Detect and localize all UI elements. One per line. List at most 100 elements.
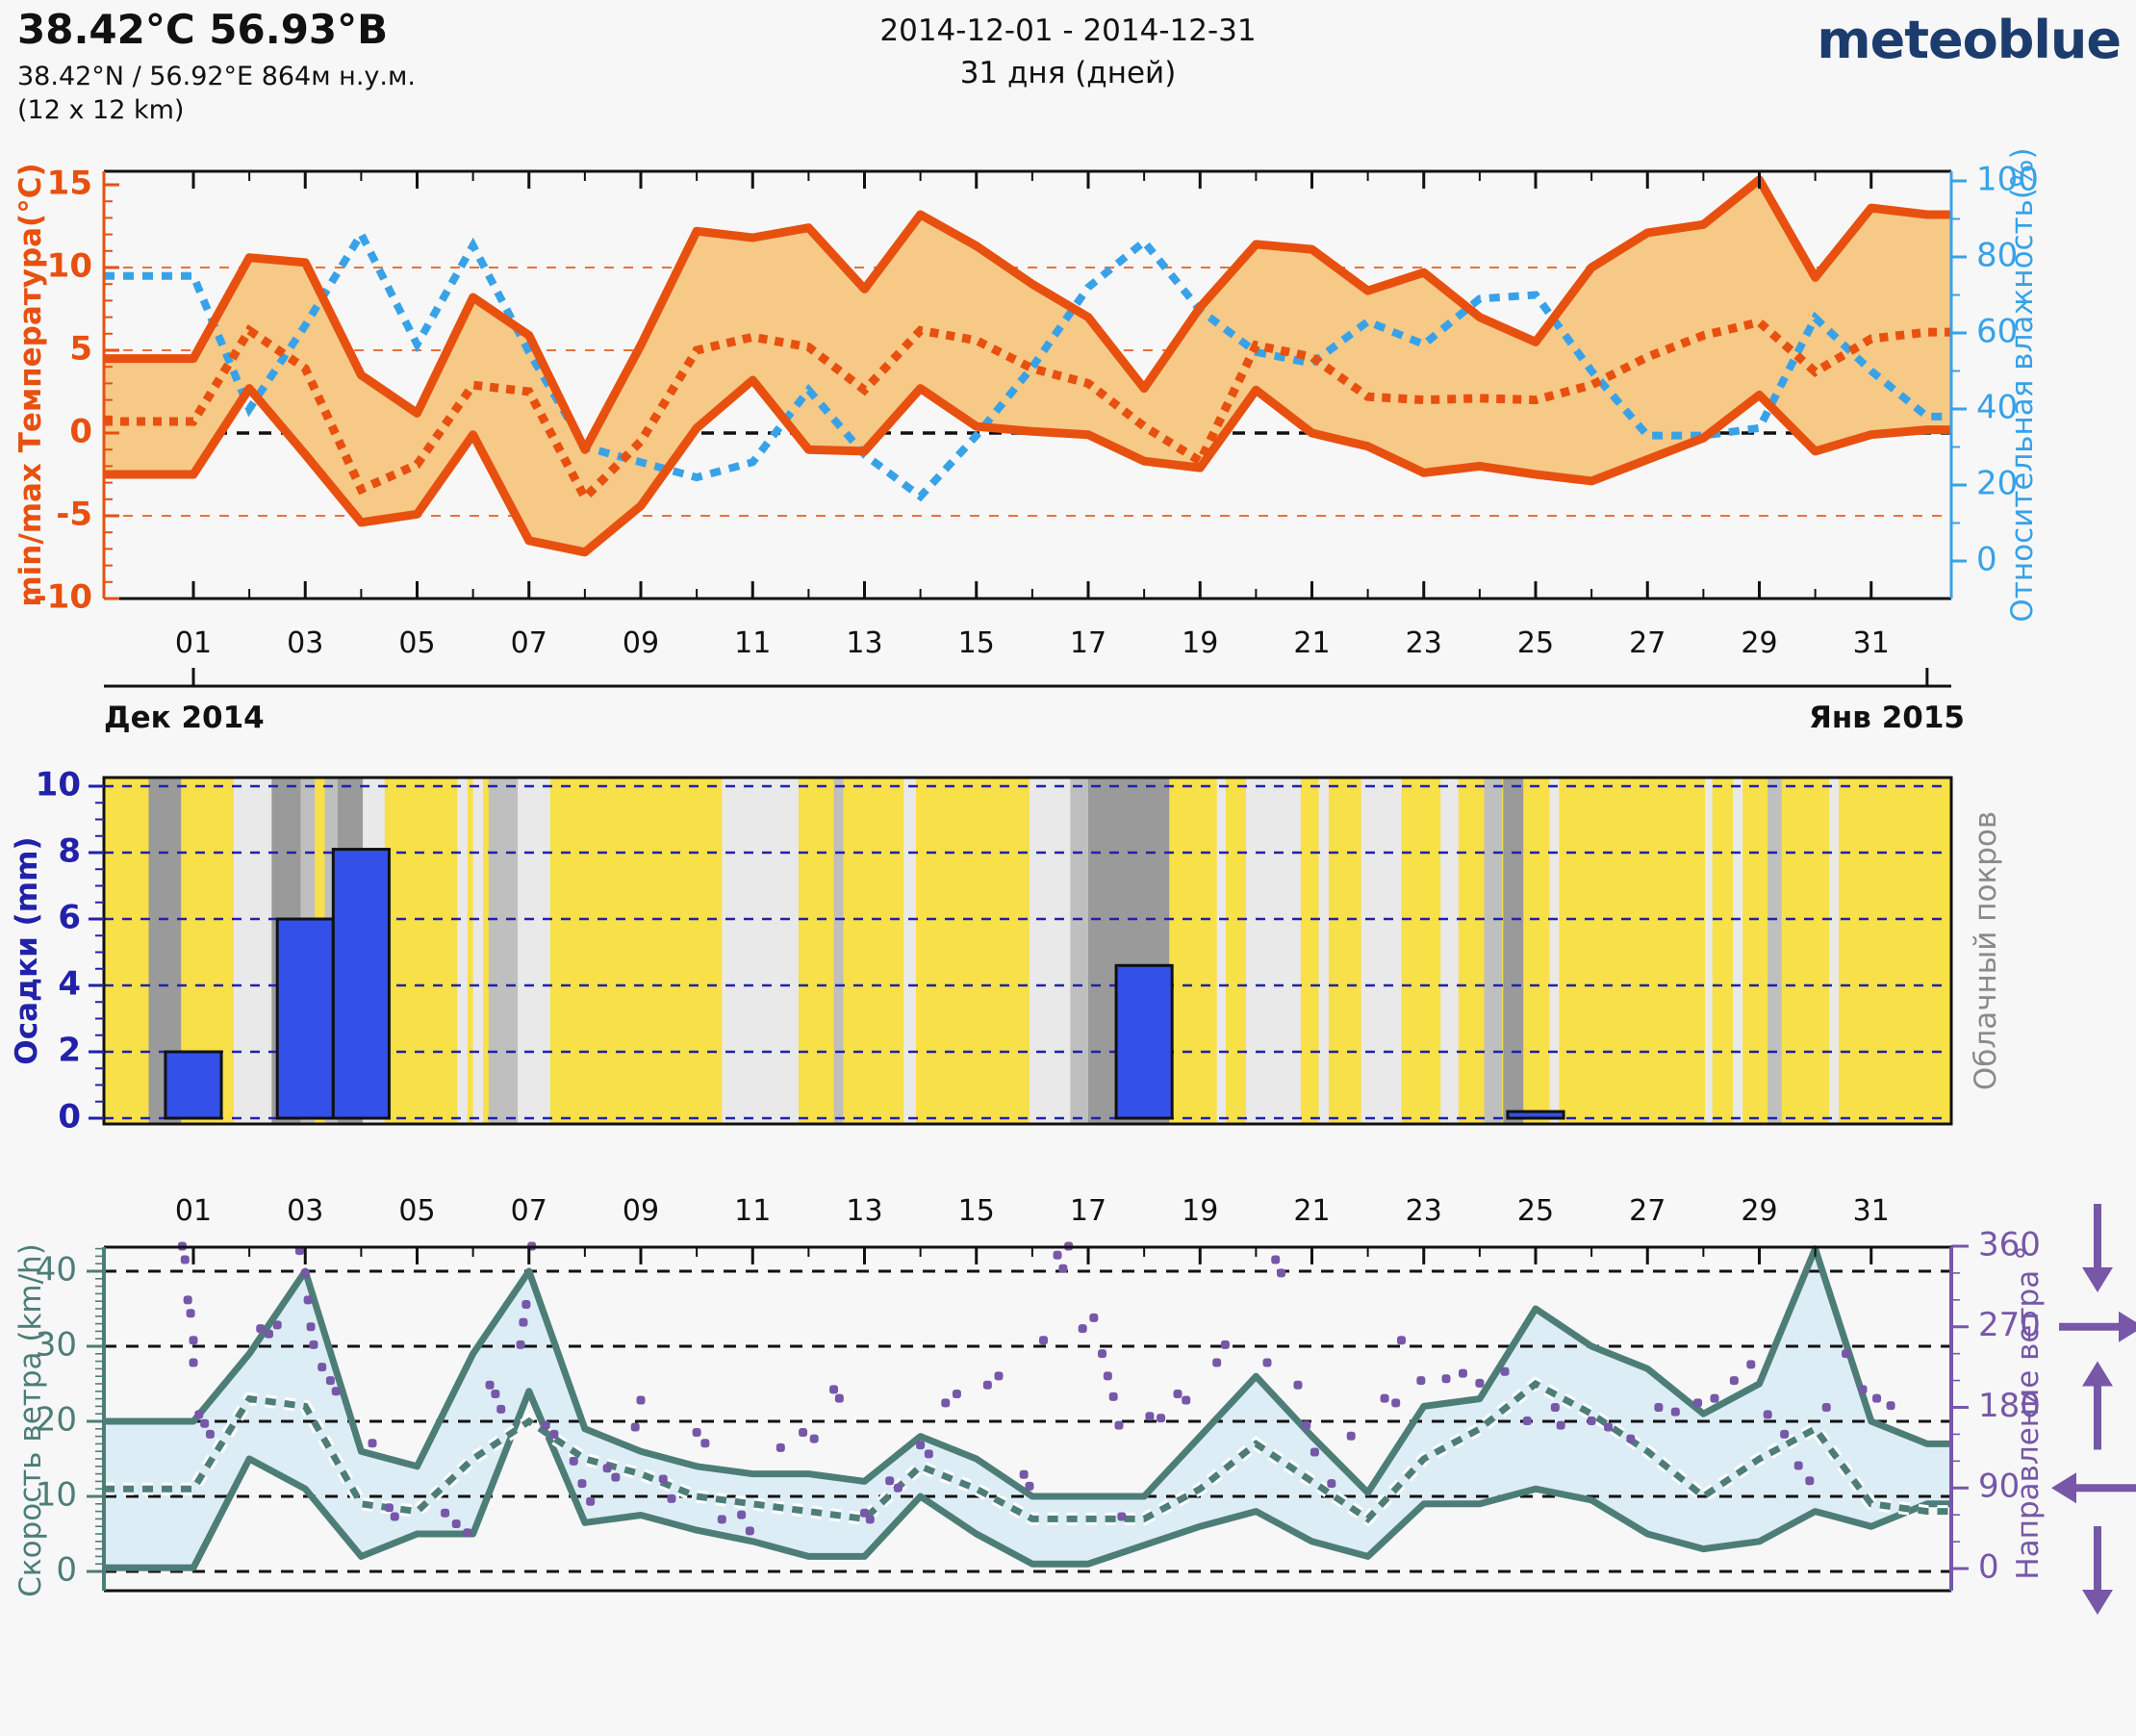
wind-direction-dot: [952, 1390, 961, 1399]
wind-direction-dot: [384, 1503, 394, 1513]
cloud-stripe-light: [233, 778, 272, 1124]
svg-text:8: 8: [58, 832, 81, 871]
svg-text:2: 2: [58, 1032, 81, 1070]
wind-direction-dot: [982, 1380, 992, 1390]
wind-direction-dot: [611, 1472, 621, 1482]
wind-direction-dot: [1173, 1390, 1182, 1399]
wind-direction-dot: [1858, 1385, 1868, 1394]
precip-bar-day-4: [331, 848, 391, 1120]
wind-direction-dot: [451, 1519, 461, 1528]
wind-direction-dot: [799, 1428, 808, 1438]
wind-direction-dot: [1416, 1376, 1426, 1386]
wind-direction-dot: [256, 1324, 266, 1334]
wind-direction-dot: [309, 1340, 318, 1349]
temp-min-line: [104, 375, 1951, 557]
humidity-axis-title: Относительная влажность(%): [2005, 147, 2040, 622]
svg-text:6: 6: [58, 899, 81, 937]
wind-direction-dot: [521, 1299, 531, 1309]
svg-text:11: 11: [734, 1194, 771, 1228]
wind-direction-dot: [1626, 1434, 1636, 1443]
wind-direction-dot: [1380, 1393, 1389, 1403]
wind-direction-dot: [189, 1358, 198, 1367]
wind-direction-dot: [1103, 1371, 1112, 1381]
wind-direction-dot: [1886, 1401, 1895, 1411]
arrow-down-icon: [2082, 1590, 2113, 1615]
timeline: Дек 2014 Янв 2015: [104, 668, 1965, 735]
svg-text:07: 07: [511, 626, 547, 660]
wind-direction-dot: [893, 1483, 903, 1493]
svg-text:15: 15: [958, 626, 995, 660]
arrow-right-icon: [2119, 1311, 2136, 1342]
cloud-stripe-light: [457, 778, 468, 1124]
wind-direction-dot: [496, 1404, 506, 1414]
precip-gridlines: [104, 784, 1951, 1120]
wind-direction-dot: [1058, 1264, 1068, 1273]
wind-direction-dot: [200, 1418, 210, 1428]
wind-direction-dot: [1145, 1412, 1155, 1421]
cloud-stripe-light: [1216, 778, 1226, 1124]
wind-direction-dot: [1475, 1378, 1485, 1388]
windspeed-axis-title: Скорость ветра (km/h): [13, 1243, 48, 1597]
wind-direction-dot: [667, 1493, 676, 1503]
svg-text:0: 0: [56, 1551, 77, 1590]
svg-text:15: 15: [47, 165, 92, 203]
wind-direction-dot: [717, 1515, 726, 1524]
wind-direction-dot: [1039, 1336, 1048, 1345]
svg-text:17: 17: [1070, 626, 1106, 660]
coords-subtitle: 38.42°N / 56.92°E 864м н.у.м.: [17, 62, 416, 92]
wind-direction-dot: [306, 1322, 316, 1332]
cloudcover-axis-title: Облачный покров: [1969, 811, 2003, 1090]
svg-text:360: 360: [1978, 1225, 2041, 1264]
svg-text:13: 13: [846, 1194, 882, 1228]
precip-left-axis: 0 2 4 6 8 10: [36, 766, 104, 1136]
cloud-stripe-light: [903, 778, 916, 1124]
wind-direction-dot: [1729, 1376, 1739, 1386]
wind-direction-dot: [1182, 1395, 1191, 1405]
wind-direction-dot: [463, 1528, 472, 1538]
svg-text:13: 13: [846, 626, 882, 660]
wind-direction-dot: [1872, 1393, 1882, 1403]
cloud-stripe-light: [722, 778, 799, 1124]
svg-text:09: 09: [623, 626, 659, 660]
wind-direction-dot: [368, 1439, 377, 1448]
arrow-up-icon: [2082, 1361, 2113, 1387]
svg-text:-10: -10: [34, 578, 92, 617]
wind-direction-dot: [1053, 1250, 1062, 1260]
svg-text:29: 29: [1741, 626, 1777, 660]
cloud-clear-background: [104, 778, 1951, 1124]
wind-gridlines: [104, 1269, 1951, 1573]
humidity-right-axis: 0 20 40 60 80 100: [1951, 161, 2039, 579]
wind-direction-dot: [272, 1320, 282, 1330]
cloud-stripe-light: [1245, 778, 1301, 1124]
wind-direction-dot: [1397, 1336, 1406, 1345]
wind-direction-dot: [1262, 1358, 1272, 1367]
wind-direction-dot: [1441, 1374, 1451, 1384]
header-left: 38.42°С 56.93°В 38.42°N / 56.92°E 864м н…: [17, 7, 416, 125]
wind-direction-dot: [1078, 1324, 1087, 1334]
wind-direction-dot: [1302, 1420, 1311, 1430]
wind-x-labels: 01 03 05 07 09 11 13 15 17 19 21 23 25 27 29 31: [175, 1194, 1890, 1228]
temp-day-ticks: [191, 171, 1873, 599]
svg-text:25: 25: [1517, 626, 1554, 660]
wind-direction-dot: [994, 1371, 1004, 1381]
wind-direction-dot: [519, 1317, 528, 1327]
svg-text:07: 07: [511, 1194, 547, 1228]
cloud-stripe-light: [1029, 778, 1071, 1124]
wind-direction-dot: [809, 1434, 819, 1443]
cloud-stripe-medium: [496, 778, 519, 1124]
cloud-stripe-light: [1733, 778, 1743, 1124]
wind-direction-dot: [541, 1420, 550, 1430]
wind-direction-dot: [776, 1442, 785, 1452]
svg-text:29: 29: [1741, 1194, 1777, 1228]
svg-text:21: 21: [1293, 626, 1330, 660]
wind-direction-dot: [194, 1410, 204, 1419]
wind-direction-dot: [1654, 1402, 1664, 1412]
temp-x-labels: 01 03 05 07 09 11 13 15 17 19 21 23 25 27 29 31: [175, 626, 1890, 660]
wind-day-ticks: [191, 1247, 1873, 1264]
wind-direction-dot: [300, 1268, 310, 1278]
wind-minmax-band: [104, 1248, 1951, 1569]
wind-direction-dot: [1522, 1416, 1532, 1425]
wind-direction-dot: [1114, 1420, 1124, 1430]
wind-direction-dot: [860, 1508, 869, 1518]
